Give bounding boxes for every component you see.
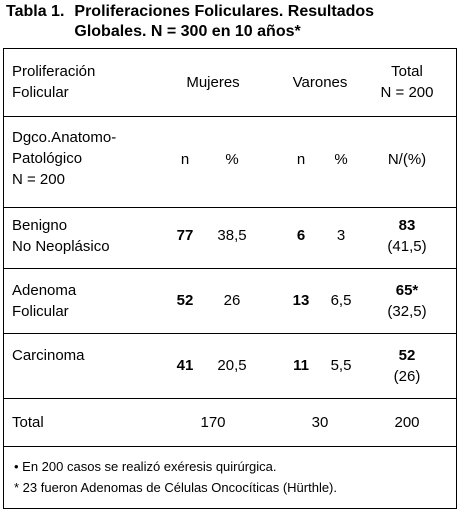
subheader-cell: %	[225, 151, 239, 168]
cell-value: 11	[293, 357, 309, 374]
cell-value: (32,5)	[387, 303, 427, 320]
cell-value: 65*	[395, 282, 419, 299]
row-line	[3, 446, 457, 447]
table-border	[3, 48, 457, 509]
row-line	[3, 333, 457, 334]
cell-value: 3	[336, 227, 346, 244]
subheader-cell: Dgco.Anatomo- Patológico N = 200	[12, 129, 117, 188]
cell-value: 38,5	[217, 227, 247, 244]
cell-value: 52	[398, 347, 416, 364]
cell-value: 20,5	[217, 357, 247, 374]
header-cell: Varones	[292, 74, 348, 91]
total-value: 170	[200, 414, 226, 431]
cell-value: 13	[292, 292, 310, 309]
cell-value: 6,5	[330, 292, 352, 309]
cell-value: 26	[223, 292, 241, 309]
row-line	[3, 398, 457, 399]
row-line	[3, 207, 457, 208]
title-label: Tabla 1.	[6, 3, 65, 20]
title-text: Proliferaciones Foliculares. Resultados …	[74, 3, 375, 40]
subheader-cell: %	[334, 151, 348, 168]
row-label: Carcinoma	[12, 347, 85, 364]
cell-value: (41,5)	[387, 238, 427, 255]
cell-value: 77	[176, 227, 194, 244]
cell-value: 52	[176, 292, 194, 309]
cell-value: 5,5	[330, 357, 352, 374]
total-value: 30	[311, 414, 329, 431]
footnote: * 23 fueron Adenomas de Células Oncocíti…	[14, 480, 338, 495]
table-title: Tabla 1. Proliferaciones Foliculares. Re…	[6, 2, 374, 42]
subheader-cell: N/(%)	[387, 151, 427, 168]
row-line	[3, 268, 457, 269]
header-cell: Total N = 200	[380, 63, 434, 101]
header-cell: Proliferación Folicular	[12, 63, 96, 101]
subheader-cell: n	[180, 151, 190, 168]
row-label: Benigno No Neoplásico	[12, 217, 110, 255]
cell-value: 41	[176, 357, 194, 374]
cell-value: (26)	[393, 368, 421, 385]
row-line	[3, 116, 457, 117]
cell-value: 6	[296, 227, 306, 244]
cell-value: 83	[398, 217, 416, 234]
row-label: Adenoma Folicular	[12, 282, 77, 320]
total-label: Total	[12, 414, 44, 431]
header-cell: Mujeres	[186, 74, 240, 91]
footnote: • En 200 casos se realizó exéresis quirú…	[14, 459, 277, 474]
total-value: 200	[394, 414, 420, 431]
subheader-cell: n	[296, 151, 306, 168]
